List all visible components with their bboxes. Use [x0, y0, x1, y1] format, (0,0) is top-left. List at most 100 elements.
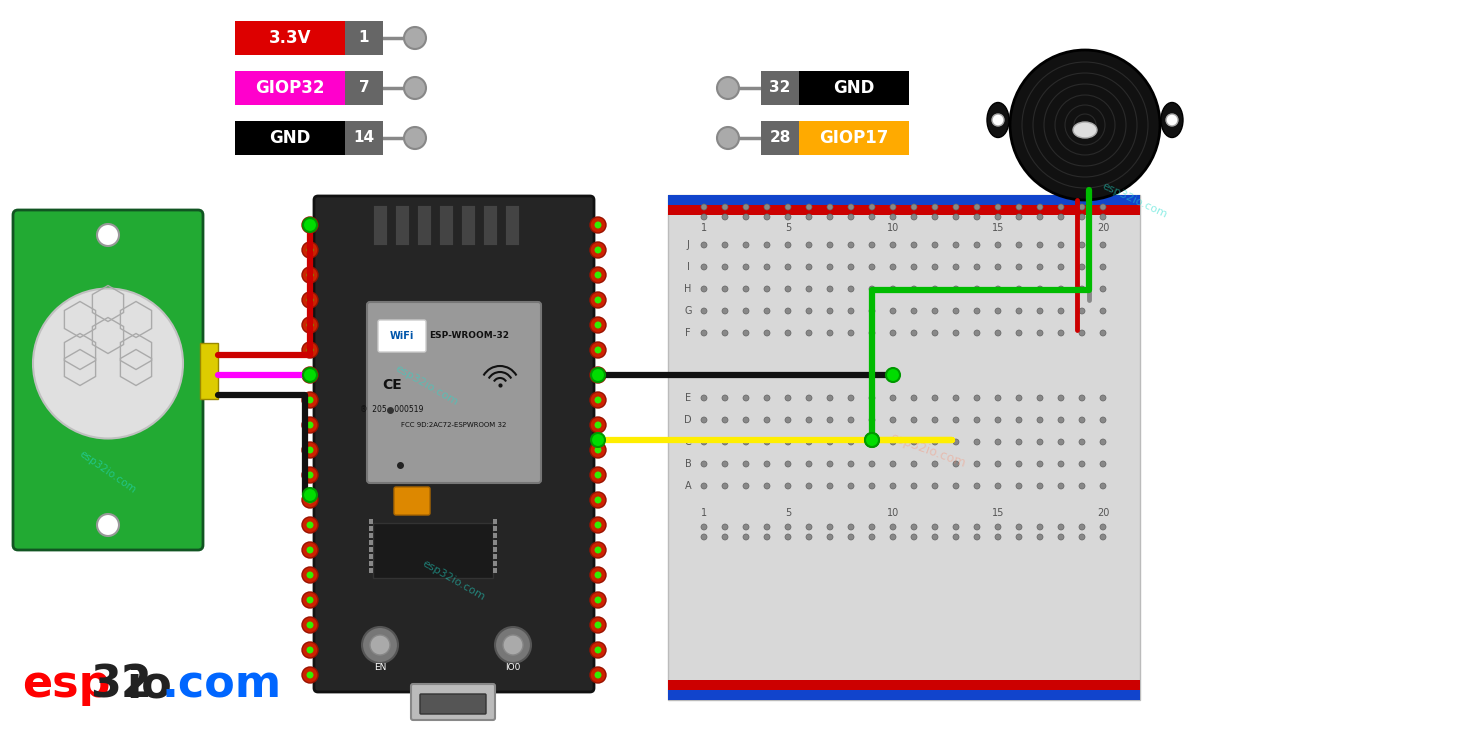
Circle shape: [911, 214, 917, 220]
Circle shape: [911, 308, 917, 314]
Circle shape: [889, 204, 897, 210]
Circle shape: [1016, 439, 1022, 445]
FancyBboxPatch shape: [761, 71, 799, 105]
Circle shape: [869, 330, 875, 336]
Circle shape: [1079, 204, 1085, 210]
Circle shape: [306, 421, 313, 429]
Text: esp32io.com: esp32io.com: [77, 449, 139, 495]
FancyBboxPatch shape: [417, 205, 432, 245]
FancyBboxPatch shape: [369, 526, 373, 531]
Circle shape: [954, 264, 959, 270]
Circle shape: [1099, 214, 1107, 220]
Circle shape: [595, 547, 602, 553]
Circle shape: [1059, 439, 1064, 445]
Circle shape: [1016, 461, 1022, 467]
Circle shape: [849, 214, 854, 220]
Circle shape: [590, 542, 607, 558]
Circle shape: [306, 622, 313, 628]
Circle shape: [404, 77, 426, 99]
Circle shape: [932, 308, 937, 314]
Circle shape: [784, 461, 792, 467]
Circle shape: [302, 517, 318, 533]
FancyBboxPatch shape: [439, 205, 453, 245]
Text: 10: 10: [886, 508, 900, 518]
FancyBboxPatch shape: [369, 519, 373, 524]
Circle shape: [764, 417, 770, 423]
Circle shape: [806, 439, 812, 445]
Circle shape: [994, 461, 1002, 467]
Circle shape: [1059, 242, 1064, 248]
Circle shape: [1079, 524, 1085, 530]
Circle shape: [1037, 214, 1042, 220]
Circle shape: [784, 264, 792, 270]
Circle shape: [744, 330, 749, 336]
Text: 3.3V: 3.3V: [268, 29, 311, 47]
Circle shape: [306, 597, 313, 603]
Circle shape: [404, 27, 426, 49]
Circle shape: [974, 286, 980, 292]
Circle shape: [974, 395, 980, 401]
Circle shape: [590, 642, 607, 658]
Circle shape: [306, 521, 313, 528]
Circle shape: [954, 308, 959, 314]
Circle shape: [911, 483, 917, 489]
FancyBboxPatch shape: [668, 195, 1140, 700]
Circle shape: [1099, 534, 1107, 540]
Circle shape: [806, 264, 812, 270]
Circle shape: [590, 217, 607, 233]
Circle shape: [701, 242, 707, 248]
Circle shape: [722, 439, 728, 445]
Circle shape: [994, 417, 1002, 423]
FancyBboxPatch shape: [493, 533, 497, 538]
FancyBboxPatch shape: [378, 320, 426, 352]
FancyBboxPatch shape: [420, 694, 486, 714]
Circle shape: [302, 417, 318, 433]
FancyBboxPatch shape: [388, 533, 402, 541]
Circle shape: [744, 483, 749, 489]
FancyBboxPatch shape: [367, 302, 541, 483]
Circle shape: [496, 627, 531, 663]
Circle shape: [954, 286, 959, 292]
Circle shape: [744, 242, 749, 248]
Circle shape: [806, 524, 812, 530]
Circle shape: [306, 297, 313, 303]
Text: FCC 9D:2AC72-ESPWROOM 32: FCC 9D:2AC72-ESPWROOM 32: [401, 422, 507, 428]
Circle shape: [1016, 483, 1022, 489]
Text: .com: .com: [162, 664, 283, 707]
Circle shape: [744, 264, 749, 270]
Circle shape: [974, 524, 980, 530]
Circle shape: [764, 483, 770, 489]
Circle shape: [595, 297, 602, 303]
Circle shape: [764, 204, 770, 210]
Circle shape: [1099, 439, 1107, 445]
Text: 1: 1: [359, 31, 369, 46]
Circle shape: [827, 461, 833, 467]
Circle shape: [595, 222, 602, 228]
Circle shape: [595, 421, 602, 429]
Circle shape: [306, 396, 313, 404]
Circle shape: [869, 483, 875, 489]
Circle shape: [954, 524, 959, 530]
Circle shape: [889, 534, 897, 540]
Circle shape: [595, 572, 602, 578]
Circle shape: [1059, 264, 1064, 270]
Circle shape: [722, 461, 728, 467]
Text: 7: 7: [359, 81, 369, 95]
Circle shape: [744, 417, 749, 423]
Circle shape: [869, 524, 875, 530]
Circle shape: [302, 667, 318, 683]
Circle shape: [1037, 439, 1042, 445]
Circle shape: [701, 214, 707, 220]
Text: I: I: [687, 262, 690, 272]
Circle shape: [932, 286, 937, 292]
Circle shape: [303, 368, 316, 382]
Circle shape: [994, 534, 1002, 540]
Circle shape: [1079, 534, 1085, 540]
Circle shape: [954, 483, 959, 489]
Circle shape: [974, 483, 980, 489]
Circle shape: [784, 204, 792, 210]
Circle shape: [869, 308, 875, 314]
Circle shape: [595, 346, 602, 354]
Circle shape: [889, 242, 897, 248]
FancyBboxPatch shape: [235, 21, 346, 55]
